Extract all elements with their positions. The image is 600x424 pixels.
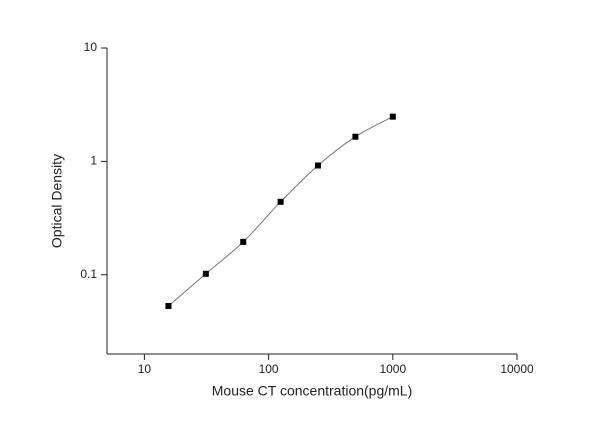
- point: [389, 113, 396, 120]
- y-tick-label: 10: [84, 40, 98, 54]
- x-tick-label: 1000: [379, 362, 406, 376]
- point: [277, 198, 284, 205]
- x-tick-label: 100: [259, 362, 279, 376]
- x-tick-label: 10000: [500, 362, 534, 376]
- y-axis-title: Optical Density: [49, 154, 65, 248]
- fit-curve: [168, 116, 394, 307]
- x-tick-label: 10: [138, 362, 152, 376]
- point: [352, 133, 359, 140]
- point: [202, 270, 209, 277]
- y-tick-label: 0.1: [80, 267, 97, 281]
- y-tick-label: 1: [90, 154, 97, 168]
- point: [240, 238, 247, 245]
- point: [165, 303, 172, 310]
- x-axis-title: Mouse CT concentration(pg/mL): [212, 383, 413, 399]
- point: [315, 162, 322, 169]
